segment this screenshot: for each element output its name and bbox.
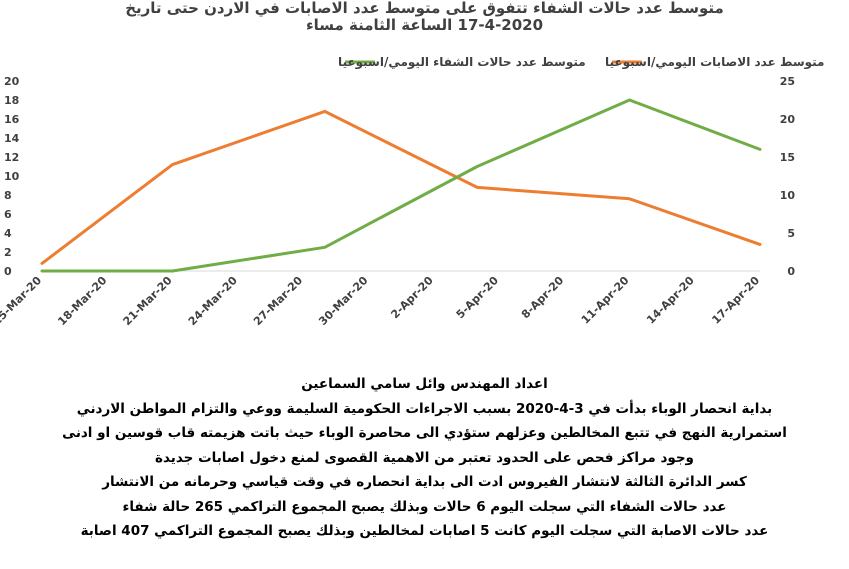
y-right-tick-label: 15 <box>780 151 795 164</box>
y-left-tick-label: 14 <box>4 132 20 145</box>
note-line-6: عدد حالات الاصابة التي سجلت اليوم كانت 5… <box>80 523 769 539</box>
chart-title: متوسط عدد حالات الشفاء تتفوق على متوسط ع… <box>0 0 849 34</box>
y-left-tick-label: 8 <box>4 189 12 202</box>
note-line-4: كسر الدائرة الثالثة لانتشار الفيروس ادت … <box>102 474 747 490</box>
legend-label-recoveries: متوسط عدد حالات الشفاء اليومي/اسبوعيا <box>338 55 586 70</box>
x-tick-label: 30-Mar-20 <box>316 274 370 328</box>
chart-title-line-2: 17-4-2020 الساعة الثامنة مساء <box>305 16 544 34</box>
x-tick-label: 14-Apr-20 <box>644 274 697 327</box>
y-left-tick-label: 4 <box>4 227 12 240</box>
y-left-tick-label: 6 <box>4 208 12 221</box>
y-left-tick-label: 18 <box>4 94 19 107</box>
x-tick-label: 11-Apr-20 <box>579 274 632 327</box>
x-tick-label: 5-Apr-20 <box>454 274 502 322</box>
x-tick-label: 24-Mar-20 <box>186 274 240 328</box>
line-chart: 0 2 4 6 8 10 12 14 16 18 20 0 5 10 15 20 25 15-Mar-20 18-M… <box>0 55 824 328</box>
x-tick-label: 18-Mar-20 <box>55 274 109 328</box>
note-line-2: استمرارية النهج في تتبع المخالطين وعزلهم… <box>62 425 787 441</box>
x-tick-label: 8-Apr-20 <box>519 274 567 322</box>
author-line: اعداد المهندس وائل سامي السماعين <box>301 376 548 392</box>
y-left-tick-label: 12 <box>4 151 19 164</box>
y-left-tick-label: 16 <box>4 113 20 126</box>
y-right-tick-label: 0 <box>787 265 795 278</box>
x-tick-label: 21-Mar-20 <box>121 274 175 328</box>
chart-title-line-1: متوسط عدد حالات الشفاء تتفوق على متوسط ع… <box>125 0 724 17</box>
note-line-1: بداية انحصار الوباء بدأت في 3-4-2020 بسب… <box>76 400 773 417</box>
note-line-5: عدد حالات الشفاء التي سجلت اليوم 6 حالات… <box>122 498 727 515</box>
legend-label-infections: متوسط عدد الاصابات اليومي/اسبوعيا <box>605 55 824 70</box>
y-left-tick-label: 10 <box>4 170 20 183</box>
y-right-tick-label: 25 <box>780 75 795 88</box>
y-left-tick-label: 0 <box>4 265 12 278</box>
series-line-infections <box>40 109 762 265</box>
notes-block: اعداد المهندس وائل سامي السماعين بداية ا… <box>0 372 849 544</box>
y-right-tick-label: 5 <box>787 227 795 240</box>
note-line-3: وجود مراكز فحص على الحدود تعتبر من الاهم… <box>155 449 694 466</box>
y-right-tick-label: 20 <box>780 113 796 126</box>
series-line-recoveries <box>40 98 762 273</box>
y-right-tick-label: 10 <box>780 189 796 202</box>
x-tick-label: 17-Apr-20 <box>709 274 762 327</box>
x-tick-label: 27-Mar-20 <box>251 274 305 328</box>
y-left-tick-label: 2 <box>4 246 12 259</box>
y-left-tick-label: 20 <box>4 75 20 88</box>
x-tick-label: 15-Mar-20 <box>0 274 44 328</box>
x-tick-label: 2-Apr-20 <box>388 274 436 322</box>
